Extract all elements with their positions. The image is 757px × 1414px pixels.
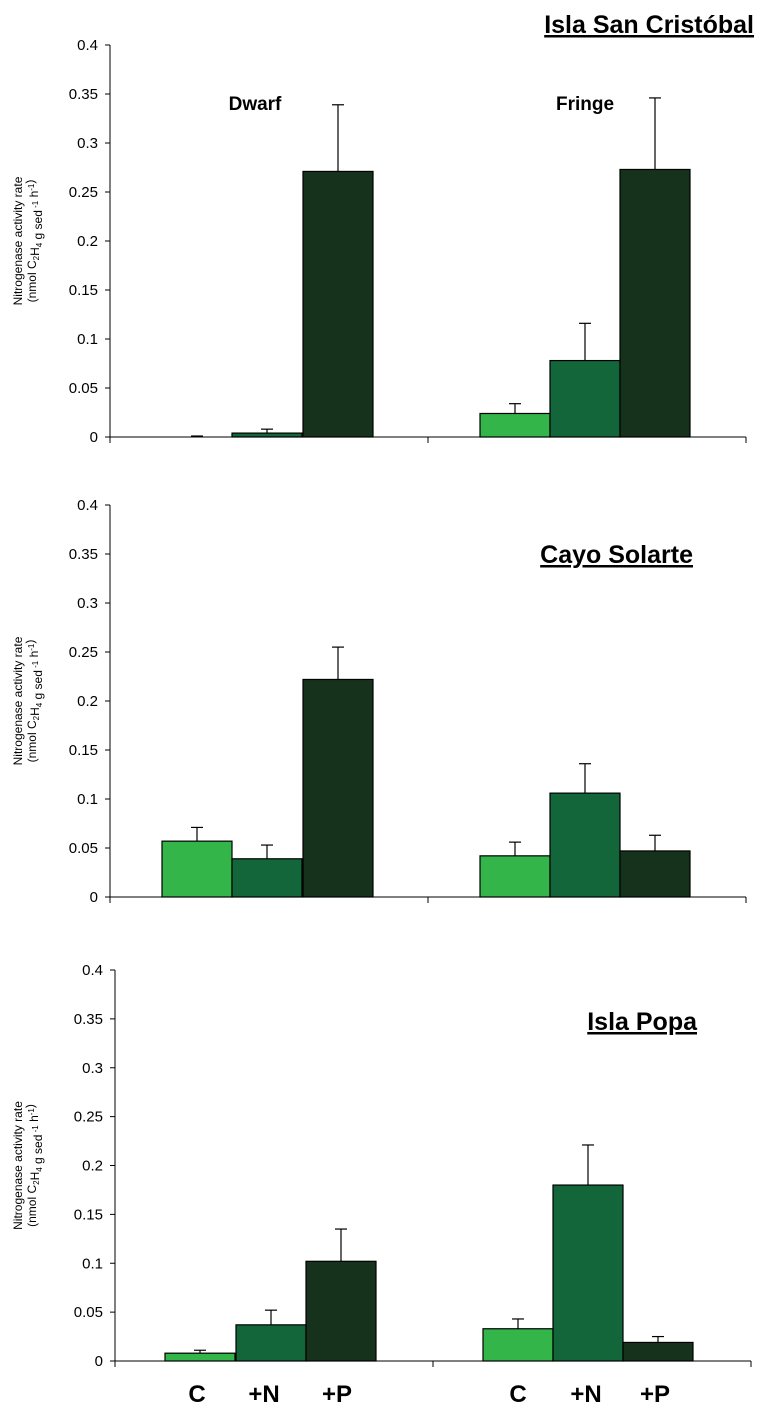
y-tick-label: 0.1 bbox=[77, 791, 98, 808]
group-label-dwarf: Dwarf bbox=[229, 94, 282, 115]
bar-fringe-c bbox=[482, 1328, 554, 1362]
y-tick-label: 0.15 bbox=[69, 282, 98, 299]
y-tick-label: 0.2 bbox=[77, 693, 98, 710]
y-tick-label: 0.05 bbox=[74, 1304, 103, 1321]
y-tick-label: 0.35 bbox=[74, 1011, 103, 1028]
bar-dwarf-plus-n bbox=[231, 858, 303, 898]
bar-fringe-c bbox=[479, 855, 551, 898]
y-tick-label: 0.2 bbox=[77, 233, 98, 250]
y-tick-label: 0.4 bbox=[77, 497, 98, 514]
bar-fringe-plus-n bbox=[549, 359, 621, 438]
bar-dwarf-plus-n bbox=[231, 432, 303, 438]
bar-fringe-plus-p bbox=[622, 1341, 694, 1362]
chart-title: Cayo Solarte bbox=[540, 541, 693, 569]
bar-dwarf-plus-p bbox=[305, 1260, 377, 1362]
y-tick-label: 0 bbox=[90, 889, 98, 906]
chart-title: Isla Popa bbox=[587, 1008, 698, 1036]
y-tick-label: 0.25 bbox=[69, 644, 98, 661]
y-tick-label: 0.4 bbox=[77, 37, 98, 54]
chart-panel-2: Cayo Solarte 0 0.05 0.1 0.15 0.2 0.25 0.3 0.35 0.… bbox=[11, 497, 747, 906]
y-tick-label: 0.1 bbox=[82, 1255, 103, 1272]
chart-panels: Isla San Cristóbal 0 0.05 0.1 0.15 0.2 0.25 0.3… bbox=[11, 11, 754, 1370]
y-tick-label: 0.3 bbox=[77, 135, 98, 152]
y-axis-label-units: (nmol C2H4 g sed -1 h-1) bbox=[23, 1104, 45, 1227]
y-tick-label: 0.25 bbox=[69, 184, 98, 201]
y-tick-label: 0.05 bbox=[69, 380, 98, 397]
bar-fringe-c bbox=[479, 412, 551, 438]
y-tick-label: 0 bbox=[95, 1353, 103, 1370]
bar-fringe-plus-p bbox=[619, 850, 691, 898]
y-tick-label: 0.15 bbox=[69, 742, 98, 759]
bar-dwarf-c bbox=[164, 1352, 236, 1362]
y-tick-label: 0.35 bbox=[69, 86, 98, 103]
x-category-label: +P bbox=[322, 1381, 352, 1408]
bar-fringe-plus-n bbox=[549, 792, 621, 898]
y-axis-label: Nitrogenase activity rate bbox=[11, 636, 25, 765]
x-category-label: C bbox=[188, 1381, 205, 1408]
y-axis-label: Nitrogenase activity rate bbox=[11, 176, 25, 305]
bar-dwarf-c bbox=[161, 840, 233, 898]
x-category-label: +P bbox=[640, 1381, 670, 1408]
bar-fringe-plus-n bbox=[552, 1184, 624, 1362]
y-tick-label: 0.15 bbox=[74, 1206, 103, 1223]
bar-fringe-plus-p bbox=[619, 168, 691, 438]
chart-panel-1: Isla San Cristóbal 0 0.05 0.1 0.15 0.2 0.25 0.3… bbox=[11, 11, 754, 446]
bar-dwarf-plus-p bbox=[302, 170, 374, 438]
x-category-label: C bbox=[509, 1381, 526, 1408]
y-tick-label: 0.05 bbox=[69, 840, 98, 857]
bar-dwarf-plus-p bbox=[302, 678, 374, 898]
y-tick-label: 0.1 bbox=[77, 331, 98, 348]
y-tick-label: 0.4 bbox=[82, 962, 103, 979]
x-category-label: +N bbox=[570, 1381, 601, 1408]
y-tick-label: 0 bbox=[90, 429, 98, 446]
y-axis-label-units: (nmol C2H4 g sed -1 h-1) bbox=[23, 180, 45, 303]
x-category-labels: C +N +P C +N +P bbox=[188, 1381, 670, 1408]
y-axis-label: Nitrogenase activity rate bbox=[11, 1101, 25, 1230]
y-tick-label: 0.35 bbox=[69, 546, 98, 563]
chart-title: Isla San Cristóbal bbox=[544, 11, 754, 39]
y-tick-label: 0.3 bbox=[82, 1060, 103, 1077]
bar-dwarf-plus-n bbox=[235, 1324, 307, 1362]
x-category-label: +N bbox=[248, 1381, 279, 1408]
y-tick-label: 0.25 bbox=[74, 1109, 103, 1126]
group-label-fringe: Fringe bbox=[556, 94, 614, 115]
y-tick-label: 0.2 bbox=[82, 1158, 103, 1175]
y-tick-label: 0.3 bbox=[77, 595, 98, 612]
y-axis-label-units: (nmol C2H4 g sed -1 h-1) bbox=[23, 640, 45, 763]
chart-panel-3: Isla Popa 0 0.05 0.1 0.15 0.2 0.25 0.3 0.35 0.4 Ni… bbox=[11, 962, 752, 1370]
